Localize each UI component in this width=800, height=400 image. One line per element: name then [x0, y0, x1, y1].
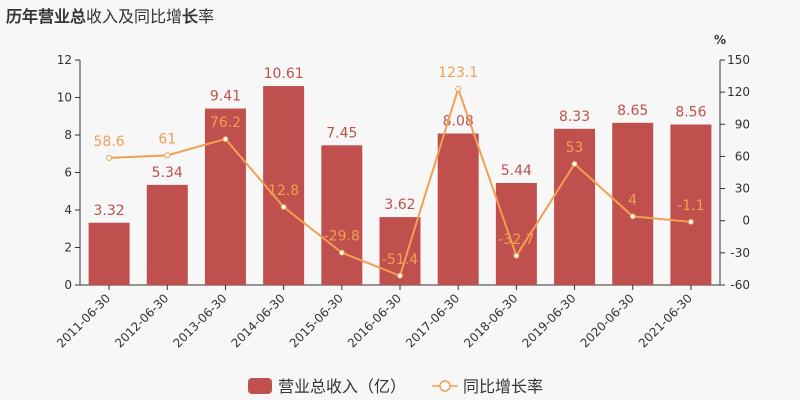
bar-data-label: 8.33	[559, 109, 590, 125]
x-tick-label: 2019-06-30	[519, 291, 578, 350]
legend-bar-label: 营业总收入（亿）	[278, 377, 406, 396]
bar-data-label: 3.32	[94, 203, 125, 219]
bar-data-label: 8.65	[617, 103, 648, 119]
x-tick-label: 2014-06-30	[229, 291, 288, 350]
growth-data-label: 12.8	[268, 183, 299, 199]
growth-point	[106, 154, 113, 161]
bar-data-label: 5.44	[501, 163, 532, 179]
growth-point	[687, 218, 694, 225]
growth-data-label: 58.6	[94, 134, 125, 150]
bar	[263, 86, 305, 285]
x-tick-label: 2018-06-30	[461, 291, 520, 350]
y-right-unit: %	[714, 33, 726, 47]
x-tick-label: 2015-06-30	[287, 291, 346, 350]
y-right-tick-label: 150	[727, 53, 750, 67]
y-right-tick-label: 0	[742, 214, 750, 228]
y-left-tick-label: 12	[57, 53, 72, 67]
growth-data-label: 123.1	[438, 65, 478, 81]
growth-point	[164, 152, 171, 159]
y-right-tick-label: 120	[727, 85, 750, 99]
y-left-tick-label: 2	[64, 241, 72, 255]
x-tick-label: 2020-06-30	[578, 291, 637, 350]
growth-data-label: 4	[628, 192, 637, 208]
growth-data-label: 53	[566, 140, 584, 156]
y-right-tick-label: -60	[730, 278, 750, 292]
x-tick-label: 2021-06-30	[636, 291, 695, 350]
y-right-tick-label: -30	[730, 246, 750, 260]
growth-point	[571, 160, 578, 167]
growth-point	[629, 213, 636, 220]
y-left-tick-label: 6	[64, 166, 72, 180]
growth-data-label: 61	[158, 131, 176, 147]
x-tick-label: 2017-06-30	[403, 291, 462, 350]
growth-point	[455, 85, 462, 92]
growth-point	[397, 272, 403, 279]
bar-data-label: 7.45	[326, 125, 357, 141]
growth-data-label: -32.7	[498, 232, 534, 248]
growth-point	[280, 204, 287, 210]
bar	[204, 108, 246, 285]
y-left-tick-label: 8	[64, 128, 72, 142]
chart-title-part: 率	[198, 7, 215, 26]
bar-data-label: 8.08	[443, 114, 474, 130]
bar	[670, 124, 712, 285]
y-right-tick-label: 30	[735, 182, 750, 196]
bar-data-label: 3.62	[384, 197, 415, 213]
y-right-tick-label: 90	[735, 117, 750, 131]
y-right-tick-label: 60	[735, 149, 750, 163]
bar-data-label: 9.41	[210, 89, 241, 105]
bar	[437, 133, 479, 285]
chart-title: 历年营业总收入及同比增长率	[6, 3, 214, 27]
bar	[321, 145, 363, 285]
bar	[554, 128, 596, 285]
bar-data-label: 5.34	[152, 165, 183, 181]
growth-data-label: -51.4	[382, 252, 418, 268]
bar-data-label: 10.61	[264, 66, 304, 82]
y-left-tick-label: 4	[64, 203, 72, 217]
chart-title-part: 营业总	[38, 7, 87, 26]
bar	[88, 222, 130, 285]
legend-bar-swatch	[248, 378, 272, 394]
legend-line-marker	[439, 380, 451, 392]
x-tick-label: 2013-06-30	[170, 291, 229, 350]
growth-data-label: -1.1	[677, 198, 704, 214]
x-tick-label: 2011-06-30	[54, 291, 113, 350]
growth-point	[222, 136, 229, 143]
growth-data-label: -29.8	[324, 229, 360, 245]
chart-title-part: 长	[182, 7, 199, 26]
chart-title-part: 收入及同比增	[86, 7, 183, 26]
x-tick-label: 2012-06-30	[112, 291, 171, 350]
legend-line-label: 同比增长率	[463, 377, 543, 396]
y-left-tick-label: 10	[57, 91, 72, 105]
bar	[146, 184, 188, 285]
growth-data-label: 76.2	[210, 115, 241, 131]
chart-title-part: 历年	[6, 7, 39, 26]
growth-point	[338, 249, 345, 256]
growth-point	[513, 252, 520, 259]
y-left-tick-label: 0	[64, 278, 72, 292]
bar-data-label: 8.56	[675, 105, 706, 121]
x-tick-label: 2016-06-30	[345, 291, 404, 350]
